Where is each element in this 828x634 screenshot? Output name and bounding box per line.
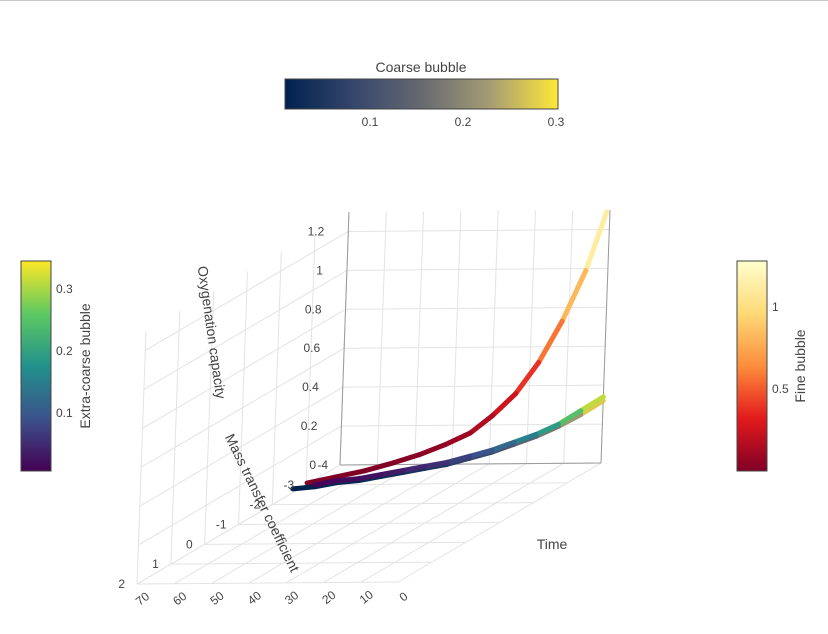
grid-line xyxy=(525,210,536,464)
y-tick-label: -4 xyxy=(317,458,328,472)
x-axis-title: Time xyxy=(537,536,568,552)
colorbar-coarse-title: Coarse bubble xyxy=(375,59,466,75)
line-segment xyxy=(378,467,406,478)
line-segment xyxy=(467,412,496,436)
grid-line xyxy=(238,522,500,525)
grid-line xyxy=(451,211,462,465)
colorbar-extra-coarse-title: Extra-coarse bubble xyxy=(77,303,93,429)
y-tick-label: 0 xyxy=(186,537,193,551)
line-segment xyxy=(312,478,340,488)
z-axis-title: Oxygenation capacity xyxy=(195,265,229,400)
grid-line xyxy=(238,271,248,525)
line-segment xyxy=(356,472,384,482)
grid-line xyxy=(348,228,610,232)
colorbar-coarse-bar xyxy=(284,78,559,110)
top-divider xyxy=(0,0,828,1)
z-tick-label: 0.8 xyxy=(305,302,322,316)
x-tick-label: 50 xyxy=(208,588,227,607)
line-segment xyxy=(290,484,318,492)
line-segment xyxy=(362,460,397,474)
line-segment xyxy=(511,431,539,445)
colorbar-fine-tick: 1 xyxy=(772,300,779,314)
grid-line xyxy=(271,251,282,505)
colorbar-extra-coarse-bar xyxy=(20,260,52,472)
grid-line xyxy=(344,345,606,349)
line-segment xyxy=(559,268,589,324)
series-fine-bubble xyxy=(304,209,610,486)
line-segment xyxy=(333,468,368,480)
axis-edge xyxy=(339,211,350,466)
x-tick-label: 40 xyxy=(245,588,264,607)
line-segment xyxy=(467,447,495,459)
grid-line xyxy=(306,482,568,486)
line-segment xyxy=(583,209,610,274)
grid-line xyxy=(376,211,387,465)
y-tick-label: -3 xyxy=(283,478,294,492)
line-segment xyxy=(490,391,519,418)
grid-line xyxy=(488,210,499,464)
line-segment xyxy=(400,463,428,473)
y-tick-label: 2 xyxy=(118,577,125,591)
line-segment xyxy=(444,453,473,465)
grid-line xyxy=(136,330,147,585)
colorbar-coarse-tick: 0.3 xyxy=(548,115,565,129)
y-tick-label: -1 xyxy=(216,518,227,532)
line-segment xyxy=(416,442,448,458)
colorbar-coarse-tick: 0.1 xyxy=(362,115,379,129)
line-segment xyxy=(536,318,565,365)
line-segment xyxy=(334,476,362,484)
grid-line xyxy=(414,211,425,465)
grid-line xyxy=(136,581,399,585)
x-tick-label: 60 xyxy=(170,589,189,608)
z-tick-label: 0.2 xyxy=(301,419,318,433)
line-segment xyxy=(442,430,473,448)
line-segment xyxy=(391,452,422,466)
z-tick-label: 1.2 xyxy=(308,224,325,238)
line-segment xyxy=(578,394,606,414)
line-segment xyxy=(578,398,606,418)
grid-line xyxy=(204,541,466,545)
grid-line xyxy=(204,291,215,545)
colorbar-extra-coarse-tick: 0.2 xyxy=(56,344,73,358)
scene-lines xyxy=(290,209,610,492)
colorbar-coarse-tick: 0.2 xyxy=(455,115,472,129)
grid-line xyxy=(305,231,316,485)
y-tick-label: 1 xyxy=(152,557,159,571)
z-tick-label: 1 xyxy=(316,263,323,277)
grid-line xyxy=(272,502,534,506)
line-segment xyxy=(533,421,561,437)
colorbar-coarse: Coarse bubble 0.1 0.2 0.3 xyxy=(284,59,565,129)
grid-line xyxy=(342,384,604,388)
colorbar-fine-title: Fine bubble xyxy=(792,329,808,402)
colorbar-fine-tick: 0.5 xyxy=(772,382,789,396)
grid-line xyxy=(346,267,608,271)
x-tick-label: 0 xyxy=(397,589,411,604)
z-tick-label: 0.4 xyxy=(302,380,319,394)
colorbar-extra-coarse-tick: 0.3 xyxy=(56,282,73,296)
grid-line xyxy=(170,561,432,565)
colorbar-extra-coarse-tick: 0.1 xyxy=(56,406,73,420)
series-extra-coarse-bubble xyxy=(312,394,606,488)
line-segment xyxy=(422,459,450,469)
grid-line xyxy=(345,306,607,310)
x-tick-label: 70 xyxy=(133,589,152,608)
axis-edge xyxy=(600,209,611,464)
colorbar-fine: 1 0.5 Fine bubble xyxy=(736,260,808,472)
x-tick-label: 10 xyxy=(357,587,376,606)
grid-line xyxy=(170,311,181,565)
x-tick-label: 30 xyxy=(282,588,301,607)
colorbar-fine-bar xyxy=(736,260,768,472)
line-segment xyxy=(513,359,542,397)
y-tick-label: -2 xyxy=(250,498,261,512)
line-segment xyxy=(304,474,339,486)
colorbar-extra-coarse: 0.3 0.2 0.1 Extra-coarse bubble xyxy=(20,260,93,472)
line-segment xyxy=(555,408,584,427)
x-tick-label: 20 xyxy=(319,588,338,607)
line-segment xyxy=(489,439,517,453)
z-tick-label: 0.6 xyxy=(303,341,320,355)
z-tick-label: 0 xyxy=(309,458,316,472)
